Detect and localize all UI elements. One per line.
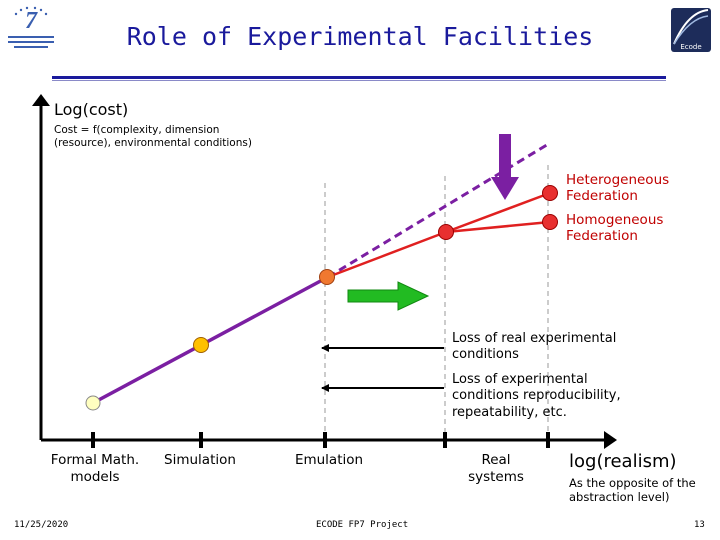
purple-down-arrow [491, 134, 519, 200]
x-axis-note: As the opposite of the abstraction level… [569, 476, 696, 505]
x-category-formal-models: Formal Math. models [40, 452, 150, 486]
loss-text-line: Loss of real experimental [452, 331, 617, 346]
point-real-systems [438, 224, 454, 240]
loss-text-line: conditions reproducibility, [452, 388, 621, 404]
x-category-line: Real [481, 452, 511, 468]
point-formal-models [85, 395, 101, 411]
homogeneous-label-line: Homogeneous [566, 212, 664, 228]
x-category-line: models [70, 468, 120, 485]
homogeneous-federation-label: Homogeneous Federation [566, 212, 663, 244]
svg-text:7: 7 [25, 8, 38, 34]
x-axis-note-line: abstraction level) [569, 490, 670, 505]
title-underline [52, 76, 666, 79]
x-category-emulation: Emulation [282, 452, 376, 469]
heterogeneous-label-line: Heterogeneous [566, 172, 670, 188]
y-axis-note: Cost = f(complexity, dimension (resource… [54, 124, 252, 150]
x-category-line: systems [468, 468, 524, 485]
footer-page-number: 13 [694, 520, 705, 530]
ecode-logo-icon: Ecode [671, 8, 711, 52]
svg-text:Ecode: Ecode [680, 43, 701, 51]
y-axis-note-line: Cost = f(complexity, dimension [54, 124, 220, 136]
heterogeneous-label-line: Federation [566, 188, 638, 205]
loss-text-line: Loss of experimental [452, 372, 588, 387]
extrapolation-dashed-line [327, 141, 551, 279]
x-axis-note-line: As the opposite of the [569, 476, 696, 490]
loss-text-line: conditions [452, 347, 519, 363]
loss-reproducibility-text: Loss of experimental conditions reproduc… [452, 372, 621, 421]
title-underline-shadow [52, 80, 666, 81]
x-category-line: Emulation [294, 452, 364, 468]
homogeneous-line [445, 220, 551, 234]
y-axis-note-line: (resource), environmental conditions) [54, 137, 252, 150]
x-category-line: Formal Math. [50, 452, 140, 468]
x-category-real-systems: Real systems [456, 452, 536, 486]
real-systems-line [327, 230, 447, 279]
footer-date: 11/25/2020 [14, 520, 69, 530]
cost-trend-line [92, 275, 329, 405]
fp7-logo-icon: 7 [8, 6, 54, 48]
heterogeneous-line [445, 191, 551, 234]
point-heterogeneous [542, 185, 558, 201]
x-category-line: Simulation [164, 452, 236, 468]
loss-real-conditions-text: Loss of real experimental conditions [452, 331, 616, 364]
loss-text-line: repeatability, etc. [452, 404, 567, 420]
y-axis-arrowhead [32, 94, 50, 106]
heterogeneous-federation-label: Heterogeneous Federation [566, 172, 669, 204]
point-simulation [193, 337, 209, 353]
green-right-arrow [347, 281, 430, 311]
y-axis-label: Log(cost) [54, 100, 129, 119]
x-axis-label: log(realism) [569, 451, 677, 472]
slide-title: Role of Experimental Facilities [126, 22, 594, 51]
point-homogeneous [542, 214, 558, 230]
x-axis-arrowhead [604, 431, 617, 449]
x-category-simulation: Simulation [156, 452, 244, 469]
homogeneous-label-line: Federation [566, 228, 638, 245]
footer-project: ECODE FP7 Project [316, 520, 409, 530]
point-emulation [319, 269, 335, 285]
